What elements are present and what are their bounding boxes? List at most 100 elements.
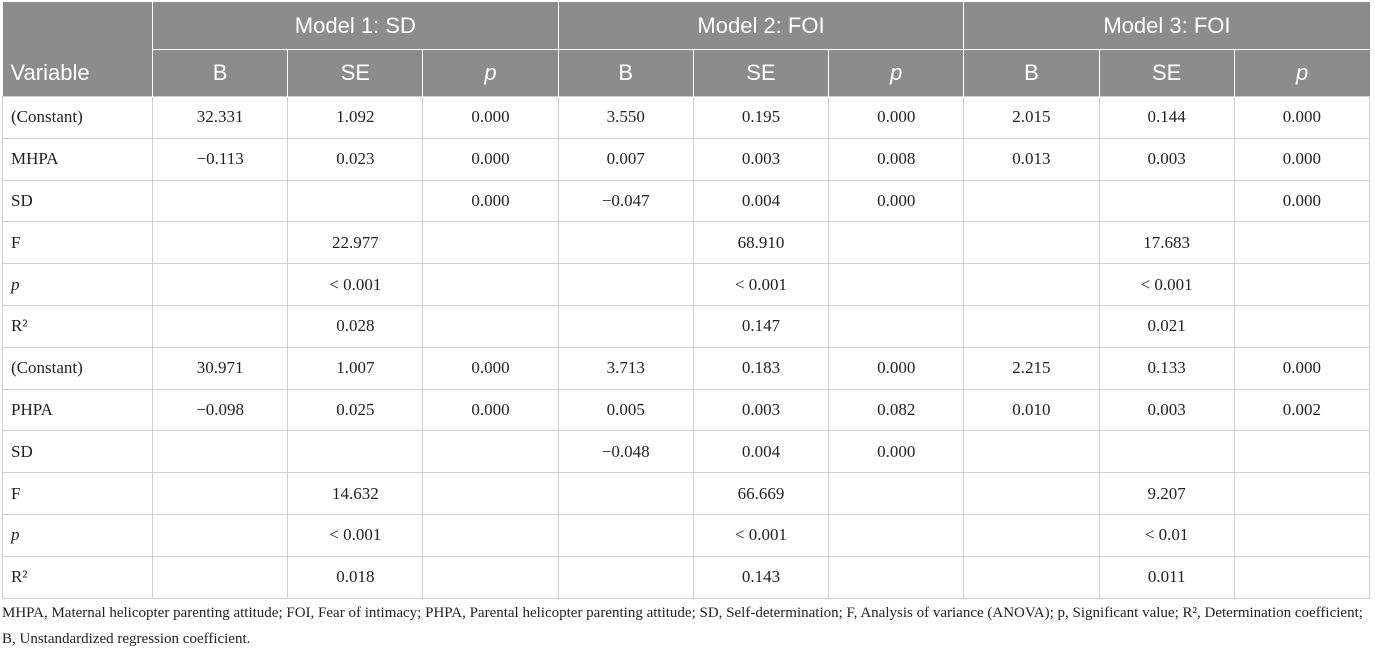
cell: 0.008: [828, 137, 965, 181]
cell: [828, 513, 965, 557]
cell: 0.010: [963, 388, 1100, 432]
cell: 0.000: [422, 137, 559, 181]
cell: 0.011: [1098, 555, 1235, 599]
cell: [557, 263, 694, 306]
column-header: B: [151, 49, 288, 97]
row-label: MHPA: [2, 137, 153, 181]
cell: [151, 430, 289, 474]
cell: < 0.001: [1098, 263, 1235, 306]
table-row: p < 0.001 < 0.001 < 0.001: [2, 263, 1371, 306]
cell: [422, 430, 559, 474]
cell: [151, 179, 289, 223]
cell: 0.000: [422, 96, 559, 139]
header-row: Model 1: SD Model 2: FOI Model 3: FOI: [2, 2, 1370, 50]
cell: [828, 555, 965, 599]
cell: 30.971: [151, 346, 289, 390]
cell: [963, 304, 1100, 348]
model-header: Model 3: FOI: [963, 2, 1370, 50]
cell: 0.021: [1098, 304, 1235, 348]
table-row: p < 0.001 < 0.001 < 0.01: [2, 513, 1371, 557]
cell: [287, 430, 424, 474]
cell: 0.195: [692, 96, 830, 139]
footnote: MHPA, Maternal helicopter parenting atti…: [2, 605, 1363, 647]
cell: [963, 472, 1100, 515]
cell: 1.092: [287, 96, 424, 139]
header-blank: [2, 2, 153, 50]
cell: [1233, 472, 1371, 515]
row-label: PHPA: [2, 388, 153, 432]
cell: 0.003: [692, 137, 830, 181]
cell: [287, 179, 424, 223]
cell: [1233, 513, 1371, 557]
cell: 0.003: [1098, 137, 1235, 181]
cell: 0.000: [828, 179, 965, 223]
cell: 68.910: [692, 221, 830, 265]
cell: 0.023: [287, 137, 424, 181]
cell: [151, 513, 289, 557]
row-label: (Constant): [2, 346, 153, 390]
cell: [1233, 221, 1371, 265]
column-header: B: [963, 49, 1100, 97]
model-header: Model 1: SD: [152, 2, 559, 50]
row-label: R²: [2, 304, 153, 348]
cell: 0.013: [963, 137, 1100, 181]
cell: < 0.001: [692, 513, 830, 557]
cell: [1233, 555, 1371, 599]
table-row: F 14.632 66.669 9.207: [2, 472, 1371, 515]
cell: 0.000: [1233, 346, 1371, 390]
cell: [1098, 430, 1235, 474]
cell: 0.005: [557, 388, 694, 432]
cell: 0.183: [692, 346, 830, 390]
cell: 0.007: [557, 137, 694, 181]
cell: 0.003: [692, 388, 830, 432]
cell: 2.215: [963, 346, 1100, 390]
column-header: SE: [1098, 49, 1235, 97]
cell: 0.133: [1098, 346, 1235, 390]
cell: [963, 221, 1100, 265]
cell: 14.632: [287, 472, 424, 515]
cell: < 0.001: [287, 513, 424, 557]
table-row: SD −0.048 0.004 0.000: [2, 430, 1371, 474]
cell: [828, 221, 965, 265]
table-row: F 22.977 68.910 17.683: [2, 221, 1371, 265]
model-header: Model 2: FOI: [557, 2, 964, 50]
cell: 0.004: [692, 179, 830, 223]
column-header: SE: [287, 49, 423, 97]
cell: [557, 555, 694, 599]
table-row: SD 0.000 −0.047 0.004 0.000 0.000: [2, 179, 1371, 223]
row-label: p: [2, 513, 153, 557]
cell: 0.000: [1233, 179, 1371, 223]
cell: 0.025: [287, 388, 424, 432]
cell: [422, 472, 559, 515]
row-label: (Constant): [2, 96, 153, 139]
cell: [557, 513, 694, 557]
cell: < 0.01: [1098, 513, 1235, 557]
cell: [1233, 430, 1371, 474]
cell: [963, 430, 1100, 474]
cell: [151, 304, 289, 348]
cell: 0.000: [422, 179, 559, 223]
cell: 0.004: [692, 430, 830, 474]
row-label: R²: [2, 555, 153, 599]
cell: [1233, 263, 1371, 306]
cell: [422, 263, 559, 306]
cell: [963, 555, 1100, 599]
column-header: p: [1233, 49, 1370, 97]
cell: 2.015: [963, 96, 1100, 139]
cell: 0.002: [1233, 388, 1371, 432]
cell: [422, 221, 559, 265]
cell: 0.147: [692, 304, 830, 348]
cell: [422, 513, 559, 557]
cell: 32.331: [151, 96, 289, 139]
cell: 22.977: [287, 221, 424, 265]
cell: 0.143: [692, 555, 830, 599]
cell: [557, 472, 694, 515]
header-row: Variable B SE p B SE p B SE p: [2, 49, 1370, 97]
cell: [828, 472, 965, 515]
cell: [422, 304, 559, 348]
column-header: B: [557, 49, 694, 97]
cell: −0.048: [557, 430, 694, 474]
cell: 3.550: [557, 96, 694, 139]
cell: [828, 263, 965, 306]
